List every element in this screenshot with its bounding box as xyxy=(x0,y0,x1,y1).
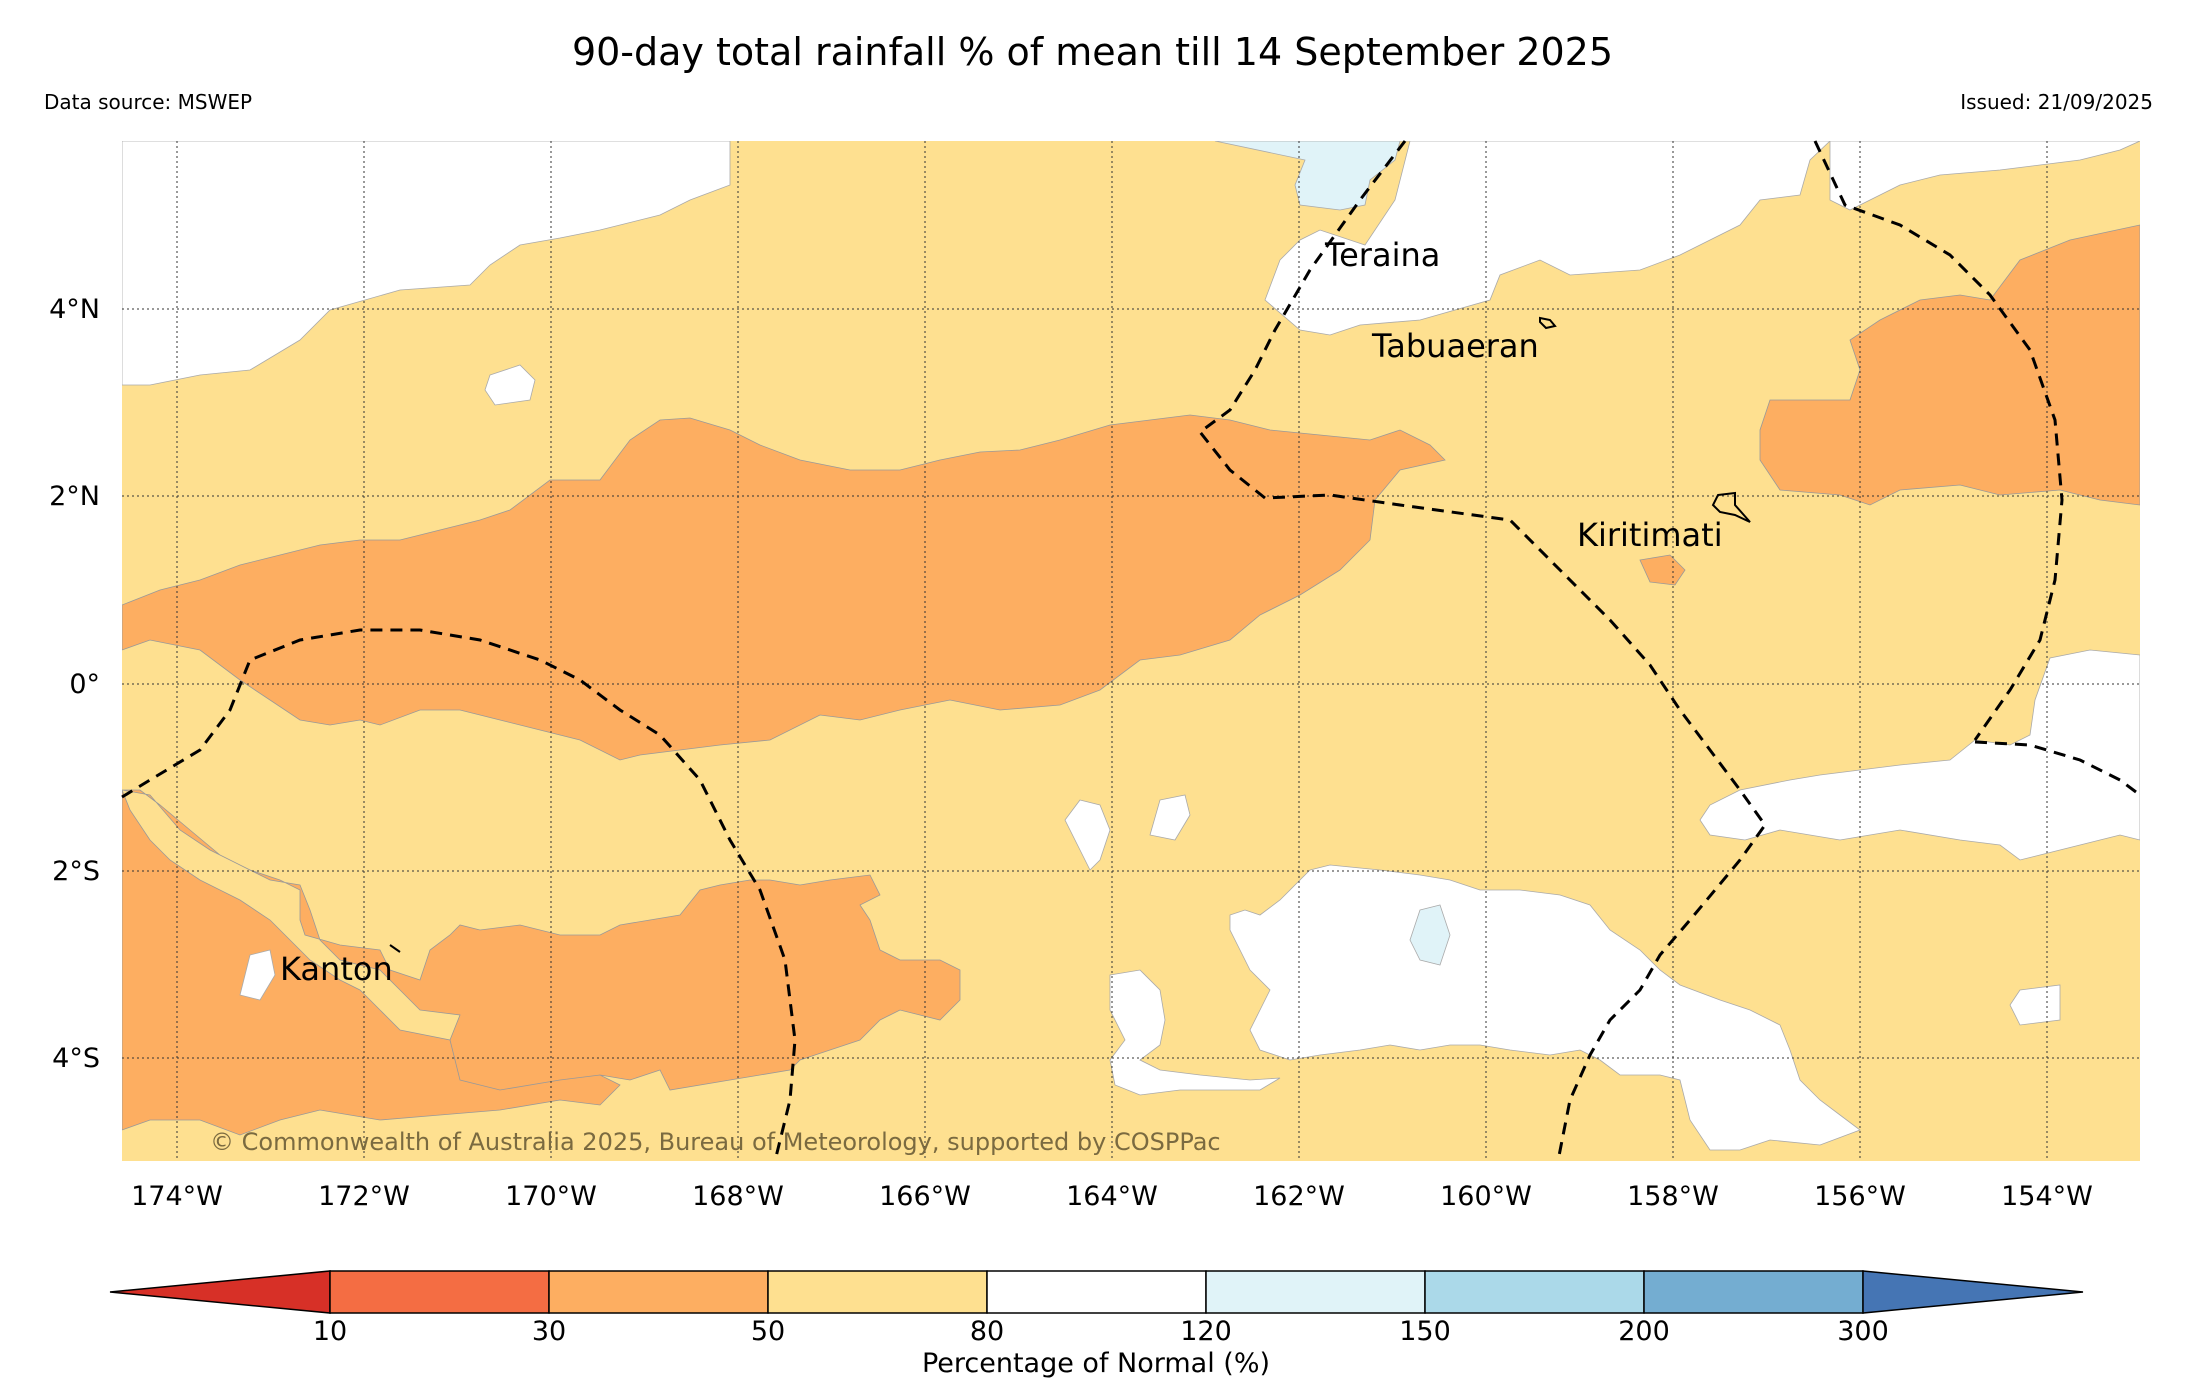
tabuaeran-island xyxy=(1539,316,1557,330)
lon-tick-labels: 174°W 172°W 170°W 168°W 166°W 164°W 162°… xyxy=(131,1181,2093,1212)
eez-line-line-islands xyxy=(1197,140,1767,1162)
wet-region-north xyxy=(1214,141,1401,211)
colorbar-tick-label: 50 xyxy=(751,1316,785,1347)
colorbar-tick-label: 150 xyxy=(1399,1316,1451,1347)
normal-blob-central-2 xyxy=(1149,794,1191,841)
lon-tick-label: 172°W xyxy=(318,1181,410,1212)
place-label-kiritimati: Kiritimati xyxy=(1577,516,1723,554)
lon-tick-label: 158°W xyxy=(1627,1181,1719,1212)
kiritimati-island xyxy=(1711,491,1751,523)
wet-blob-south xyxy=(1409,904,1451,966)
eez-line-phoenix xyxy=(121,628,797,1162)
normal-region-north-centre xyxy=(1215,141,1831,336)
lat-tick-label: 2°S xyxy=(52,856,100,887)
lat-tick-label: 4°N xyxy=(49,294,100,325)
normal-blob-kanton xyxy=(239,949,276,1001)
colorbar-bin-120-150 xyxy=(1205,1270,1426,1314)
colorbar-tick-label: 80 xyxy=(970,1316,1004,1347)
colorbar-tick-label: 120 xyxy=(1180,1316,1232,1347)
eez-boundaries xyxy=(121,140,2141,1162)
lon-tick-label: 166°W xyxy=(879,1181,971,1212)
dry-band-north xyxy=(122,414,1446,761)
lon-tick-label: 154°W xyxy=(2001,1181,2093,1212)
eez-line-east xyxy=(1974,740,2141,797)
colorbar-extend-low xyxy=(109,1270,331,1314)
map-title: 90-day total rainfall % of mean till 14 … xyxy=(571,30,1614,74)
normal-region-east xyxy=(1699,649,2140,861)
map-plot-area xyxy=(122,141,2140,1161)
lon-tick-label: 168°W xyxy=(692,1181,784,1212)
normal-region-north-west xyxy=(122,141,731,386)
lat-tick-labels: 4°N 2°N 0° 2°S 4°S xyxy=(49,294,100,1074)
islands xyxy=(389,316,1751,953)
dry-region-south-west xyxy=(122,789,961,1136)
place-label-tabuaeran: Tabuaeran xyxy=(1371,327,1539,365)
colorbar-tick-label: 30 xyxy=(532,1316,566,1347)
colorbar-bin-200-300 xyxy=(1643,1270,1864,1314)
colorbar-bin-80-120 xyxy=(986,1270,1207,1314)
lon-tick-label: 156°W xyxy=(1814,1181,1906,1212)
colorbar-tick-label: 200 xyxy=(1618,1316,1670,1347)
dry-blob-kiritimati xyxy=(1639,554,1686,586)
graticule xyxy=(122,141,2140,1161)
copyright-text: © Commonwealth of Australia 2025, Bureau… xyxy=(210,1128,1221,1156)
lon-tick-label: 162°W xyxy=(1253,1181,1345,1212)
colorbar-tick-label: 300 xyxy=(1837,1316,1889,1347)
normal-region-south xyxy=(1229,864,1861,1151)
normal-region-south-west xyxy=(1109,969,1281,1096)
normal-blob-south-east xyxy=(2009,984,2061,1026)
issued-date: Issued: 21/09/2025 xyxy=(1960,90,2153,114)
eez-line-kiritimati xyxy=(1813,140,2064,741)
colorbar-extend-high xyxy=(1862,1270,2084,1314)
colorbar-bin-30-50 xyxy=(548,1270,769,1314)
lon-tick-label: 160°W xyxy=(1440,1181,1532,1212)
place-label-kanton: Kanton xyxy=(280,950,393,988)
lat-tick-label: 4°S xyxy=(52,1043,100,1074)
colorbar-tick-labels: 10 30 50 80 120 150 200 300 xyxy=(313,1316,1889,1347)
dry-region-north-east xyxy=(1759,224,2140,506)
colorbar-tick-label: 10 xyxy=(313,1316,347,1347)
lon-tick-label: 174°W xyxy=(131,1181,223,1212)
kanton-island xyxy=(389,944,401,953)
lat-tick-label: 2°N xyxy=(49,481,100,512)
colorbar-bin-10-30 xyxy=(329,1270,550,1314)
data-source: Data source: MSWEP xyxy=(44,90,253,114)
normal-blob xyxy=(484,364,536,406)
colorbar-bin-150-200 xyxy=(1424,1270,1645,1314)
colorbar-title: Percentage of Normal (%) xyxy=(922,1348,1270,1379)
normal-blob-central xyxy=(1064,799,1111,871)
place-label-teraina: Teraina xyxy=(1324,236,1440,274)
normal-region-north-east xyxy=(1829,141,2140,211)
lon-tick-label: 164°W xyxy=(1066,1181,1158,1212)
colorbar-bin-50-80 xyxy=(767,1270,988,1314)
lat-tick-label: 0° xyxy=(69,669,100,700)
colorbar xyxy=(109,1270,2084,1314)
lon-tick-label: 170°W xyxy=(505,1181,597,1212)
